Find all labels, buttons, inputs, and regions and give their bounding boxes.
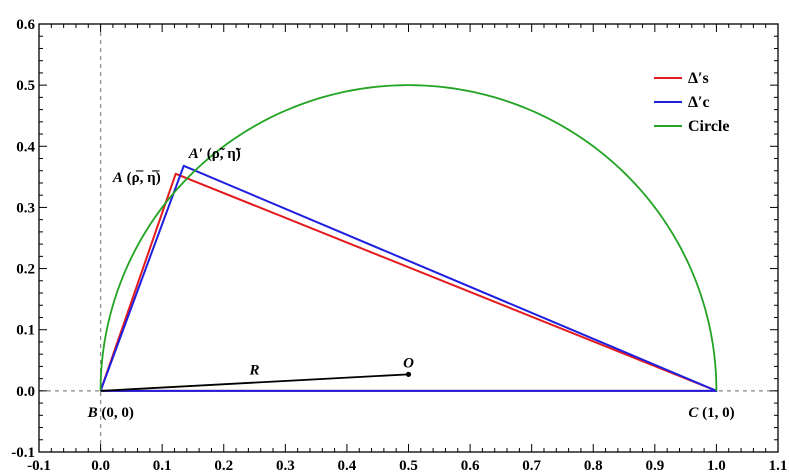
x-tick-label: 0.3 bbox=[276, 458, 295, 474]
x-tick-label: 1.1 bbox=[769, 458, 788, 474]
point-label-a-prime: A′ (ρ̃, η̃) bbox=[188, 146, 241, 162]
radius-label: R bbox=[249, 363, 260, 379]
point-label-b: B (0, 0) bbox=[87, 405, 134, 421]
x-tick-label: -0.1 bbox=[27, 458, 51, 474]
x-tick-label: 1.0 bbox=[707, 458, 726, 474]
y-tick-label: -0.1 bbox=[11, 445, 35, 461]
legend-label: Δ′s bbox=[688, 70, 709, 87]
x-tick-label: 0.2 bbox=[214, 458, 233, 474]
point-label-c: C (1, 0) bbox=[688, 405, 734, 421]
x-tick-label: 0.6 bbox=[461, 458, 480, 474]
x-tick-label: 0.0 bbox=[91, 458, 110, 474]
y-tick-label: 0.6 bbox=[16, 17, 35, 33]
legend-label: Circle bbox=[688, 118, 729, 135]
point-label-a: A (ρ̅, η̅) bbox=[112, 170, 161, 186]
tick-labels: -0.1 0.0 0.1 0.2 0.3 0.4 0.5 0.6 0.7 0.8 0.9 1.0 1.1… bbox=[11, 17, 787, 474]
x-tick-label: 0.8 bbox=[584, 458, 603, 474]
legend: Δ′s Δ′c Circle bbox=[654, 70, 729, 135]
radius-segment bbox=[100, 373, 409, 392]
y-tick-label: 0.2 bbox=[16, 262, 35, 278]
x-tick-label: 0.4 bbox=[338, 458, 357, 474]
x-tick-label: 0.7 bbox=[522, 458, 541, 474]
y-tick-label: 0.5 bbox=[16, 78, 35, 94]
x-tick-label: 0.9 bbox=[645, 458, 664, 474]
y-tick-label: 0.4 bbox=[16, 139, 35, 155]
point-label-o: O bbox=[403, 355, 414, 371]
center-point-marker bbox=[405, 371, 412, 377]
legend-label: Δ′c bbox=[688, 94, 710, 111]
annotations: B (0, 0) C (1, 0) O A (ρ̅, η̅) A′ (ρ̃, η̃) R bbox=[87, 146, 735, 421]
tick-marks bbox=[38, 23, 779, 453]
x-tick-label: 0.5 bbox=[399, 458, 418, 474]
x-tick-label: 0.1 bbox=[153, 458, 172, 474]
series-group bbox=[99, 84, 718, 392]
circle-series-arc bbox=[99, 84, 718, 391]
triangle-series-delta-c bbox=[99, 164, 718, 392]
y-tick-label: 0.0 bbox=[16, 384, 35, 400]
y-tick-label: 0.3 bbox=[16, 200, 35, 216]
y-tick-label: 0.1 bbox=[16, 323, 35, 339]
